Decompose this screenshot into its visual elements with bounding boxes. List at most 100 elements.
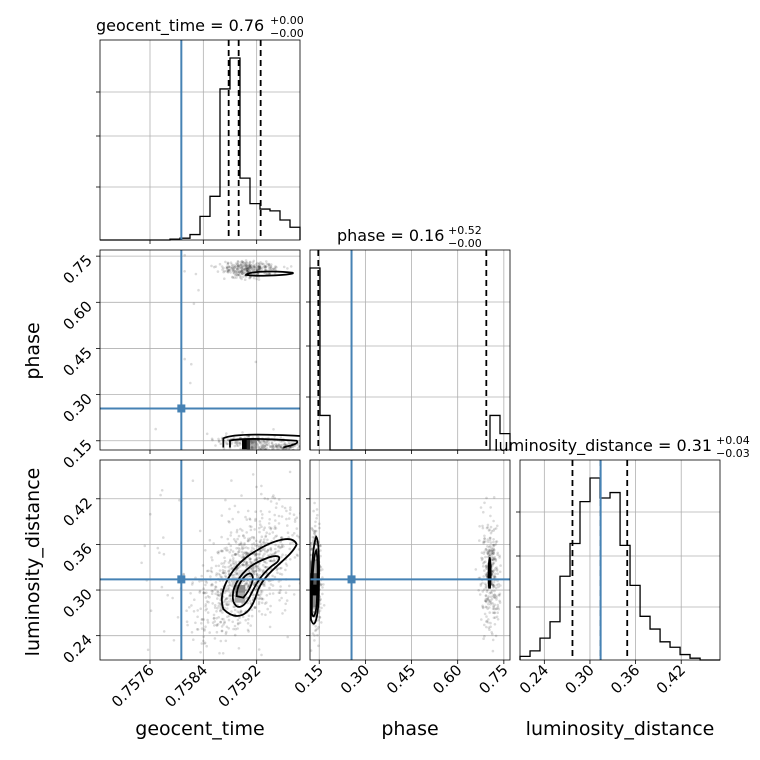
sample-point: [247, 630, 250, 633]
sample-point: [186, 623, 189, 627]
sample-point: [208, 538, 212, 542]
sample-point: [219, 575, 223, 579]
sample-point: [271, 584, 275, 587]
sample-point: [262, 441, 266, 444]
sample-point: [223, 547, 226, 550]
sample-point: [265, 446, 269, 450]
sample-point: [284, 591, 288, 594]
sample-point: [240, 269, 243, 273]
sample-point: [492, 550, 496, 553]
sample-point: [230, 266, 234, 270]
sample-point: [314, 543, 318, 546]
sample-point: [233, 553, 237, 556]
sample-point: [490, 529, 494, 533]
sample-point: [250, 608, 254, 612]
sample-point: [214, 444, 217, 447]
sample-point: [243, 267, 246, 271]
sample-point: [252, 263, 256, 267]
sample-point: [304, 444, 307, 447]
sample-point: [277, 447, 280, 450]
sample-point: [496, 553, 499, 557]
sample-point: [246, 622, 250, 625]
sample-point: [257, 445, 261, 449]
sample-point: [248, 517, 251, 520]
sample-point: [257, 265, 261, 269]
sample-point: [494, 567, 497, 570]
sample-point: [261, 513, 264, 516]
sample-point: [204, 625, 207, 628]
sample-point: [236, 610, 240, 613]
title-luminosity-distance-upper: +0.04: [716, 434, 750, 447]
sample-point: [232, 605, 235, 608]
sample-point: [488, 555, 491, 558]
sample-point: [216, 593, 220, 597]
sample-point: [289, 542, 292, 545]
sample-point: [277, 545, 280, 549]
x-tick-label: 0.30: [337, 661, 373, 697]
sample-point: [216, 671, 219, 674]
sample-point: [485, 573, 489, 577]
sample-point: [267, 267, 271, 270]
sample-point: [493, 596, 497, 599]
x-axis-label-luminosity-distance: luminosity_distance: [526, 718, 715, 740]
sample-point: [265, 260, 268, 263]
sample-point: [292, 532, 296, 535]
sample-point: [217, 551, 220, 555]
sample-point: [203, 641, 207, 645]
sample-point: [223, 620, 226, 623]
sample-point: [238, 441, 241, 445]
sample-point: [228, 581, 231, 585]
sample-point: [231, 268, 234, 272]
sample-point: [193, 598, 196, 601]
sample-point: [257, 268, 261, 271]
sample-point: [202, 591, 206, 594]
sample-point: [246, 268, 249, 271]
sample-point: [250, 535, 254, 539]
sample-point: [479, 582, 483, 586]
sample-point: [190, 362, 193, 366]
sample-point: [235, 547, 238, 550]
sample-point: [232, 573, 236, 577]
sample-point: [490, 552, 493, 555]
sample-point: [230, 263, 234, 266]
sample-point: [268, 510, 271, 514]
sample-point: [250, 570, 254, 573]
sample-point: [262, 568, 265, 572]
sample-point: [484, 594, 488, 597]
sample-point: [281, 505, 284, 508]
truth-marker: [177, 404, 186, 413]
sample-point: [233, 272, 236, 275]
sample-point: [260, 441, 264, 444]
sample-point: [260, 590, 264, 593]
sample-point: [239, 275, 242, 278]
sample-point: [319, 549, 322, 552]
sample-point: [226, 261, 230, 265]
sample-point: [318, 544, 322, 548]
sample-point: [204, 549, 207, 552]
density-cell: [235, 585, 245, 596]
sample-point: [222, 447, 226, 450]
sample-point: [486, 523, 490, 527]
sample-point: [212, 617, 216, 620]
sample-point: [244, 618, 247, 622]
sample-point: [296, 447, 300, 450]
sample-point: [238, 565, 242, 568]
sample-point: [266, 538, 269, 542]
sample-point: [249, 263, 252, 267]
sample-point: [246, 628, 250, 632]
sample-point: [245, 564, 249, 567]
panel-luminosity-distance-histogram: 0.24 0.30 0.36 0.42: [516, 459, 721, 697]
sample-point: [482, 575, 486, 578]
sample-point: [259, 590, 263, 593]
sample-point: [310, 526, 314, 530]
sample-point: [485, 574, 488, 577]
y-tick-label: 0.45: [59, 344, 95, 380]
sample-point: [253, 559, 257, 562]
sample-point: [265, 451, 268, 454]
histogram-step-geocent-time: [100, 57, 301, 241]
sample-point: [277, 591, 281, 594]
sample-point: [289, 558, 292, 561]
sample-point: [297, 444, 300, 448]
sample-point: [219, 588, 223, 591]
sample-point: [232, 559, 235, 562]
